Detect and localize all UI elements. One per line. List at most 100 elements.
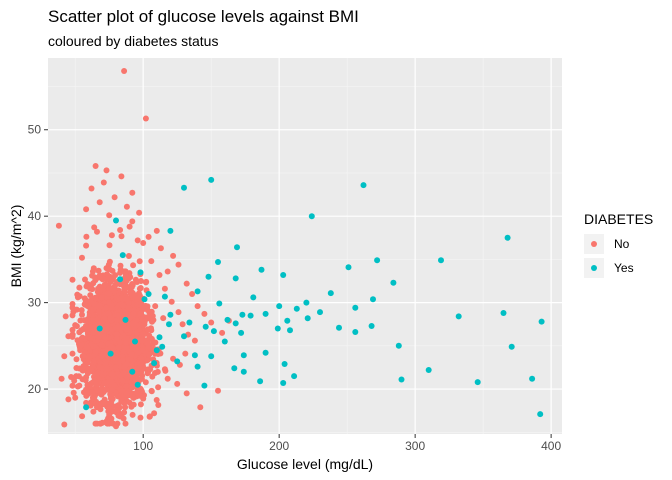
data-point-yes xyxy=(210,328,217,335)
data-point xyxy=(130,262,137,269)
data-point-yes xyxy=(113,217,119,224)
data-point xyxy=(78,307,85,314)
data-point-yes xyxy=(368,323,375,329)
data-point-no xyxy=(83,206,90,213)
data-point-yes xyxy=(208,353,215,360)
data-point xyxy=(114,312,121,319)
data-point xyxy=(98,319,105,326)
data-point xyxy=(119,377,126,384)
data-point-yes xyxy=(425,367,432,373)
data-point-yes xyxy=(250,294,257,301)
legend-label-no: No xyxy=(614,237,630,251)
data-point-no xyxy=(183,280,190,287)
data-point-yes xyxy=(215,259,221,265)
x-axis-title: Glucose level (mg/dL) xyxy=(237,456,373,472)
data-point xyxy=(106,285,113,292)
data-point-no xyxy=(121,409,128,416)
data-point xyxy=(107,314,114,321)
data-point xyxy=(123,391,130,398)
data-point-yes xyxy=(455,313,462,320)
data-point-yes xyxy=(538,318,545,325)
data-point-no xyxy=(91,224,98,231)
data-point-no xyxy=(197,404,204,411)
data-point xyxy=(137,285,144,291)
data-point-yes xyxy=(398,376,405,383)
data-point-yes xyxy=(280,272,287,278)
data-point xyxy=(83,233,90,240)
data-point-no xyxy=(175,309,182,316)
data-point-no xyxy=(61,353,68,360)
data-point-yes xyxy=(304,315,311,322)
data-point xyxy=(138,278,144,284)
data-point xyxy=(107,391,114,398)
data-point xyxy=(94,370,100,377)
data-point xyxy=(113,331,120,338)
data-point xyxy=(115,402,122,409)
data-point xyxy=(95,333,102,340)
data-point-yes xyxy=(216,300,223,307)
data-point-no xyxy=(148,258,155,265)
data-point xyxy=(144,370,151,377)
data-point-yes xyxy=(303,299,310,306)
data-point-yes xyxy=(276,303,283,310)
data-point-yes xyxy=(191,352,198,359)
data-point-no xyxy=(96,199,103,206)
data-point xyxy=(148,388,155,395)
data-point-no xyxy=(175,261,182,268)
data-point-yes xyxy=(240,352,247,359)
data-point-no xyxy=(191,337,198,344)
data-point-no xyxy=(106,412,113,418)
data-point-yes xyxy=(257,378,264,385)
data-point xyxy=(142,379,149,386)
data-point xyxy=(114,324,121,330)
data-point-no xyxy=(140,395,147,402)
data-point-yes xyxy=(284,317,291,324)
data-point-no xyxy=(153,227,160,234)
data-point-yes xyxy=(205,273,212,280)
data-point xyxy=(138,300,145,307)
data-point-no xyxy=(136,209,143,216)
y-tick-label: 40 xyxy=(28,209,42,223)
data-point-no xyxy=(126,223,133,230)
data-point-yes xyxy=(96,325,103,332)
data-point xyxy=(132,376,139,383)
data-point xyxy=(155,402,162,408)
data-point xyxy=(129,411,136,418)
data-point-yes xyxy=(117,276,124,283)
data-point-no xyxy=(74,294,81,301)
data-point-yes xyxy=(186,319,193,326)
data-point-yes xyxy=(232,320,239,327)
data-point xyxy=(80,352,87,359)
data-point xyxy=(129,320,136,327)
data-point xyxy=(69,326,76,333)
data-point xyxy=(98,391,105,398)
data-point-yes xyxy=(262,310,269,317)
data-point-no xyxy=(72,322,79,329)
data-point-no xyxy=(81,301,88,308)
data-point xyxy=(106,299,112,306)
data-point-yes xyxy=(234,244,240,251)
data-point xyxy=(144,357,150,364)
data-point-yes xyxy=(238,329,245,336)
data-point-no xyxy=(99,419,106,426)
data-point xyxy=(132,346,139,353)
data-point xyxy=(90,395,97,402)
data-point-yes xyxy=(374,257,381,264)
data-point xyxy=(95,267,102,274)
data-point-yes xyxy=(119,252,126,259)
data-point-yes xyxy=(122,316,129,323)
data-point-yes xyxy=(83,404,90,411)
data-point xyxy=(77,317,84,324)
data-point-no xyxy=(156,272,163,278)
data-point xyxy=(87,292,94,299)
data-point-yes xyxy=(129,368,136,375)
data-point-no xyxy=(100,179,107,186)
data-point xyxy=(90,408,97,415)
data-point xyxy=(112,281,119,288)
data-point xyxy=(108,343,115,350)
data-point xyxy=(84,344,91,351)
data-point-yes xyxy=(280,380,287,386)
data-point xyxy=(121,400,128,407)
data-point-no xyxy=(83,242,90,249)
data-point-no xyxy=(130,401,137,408)
